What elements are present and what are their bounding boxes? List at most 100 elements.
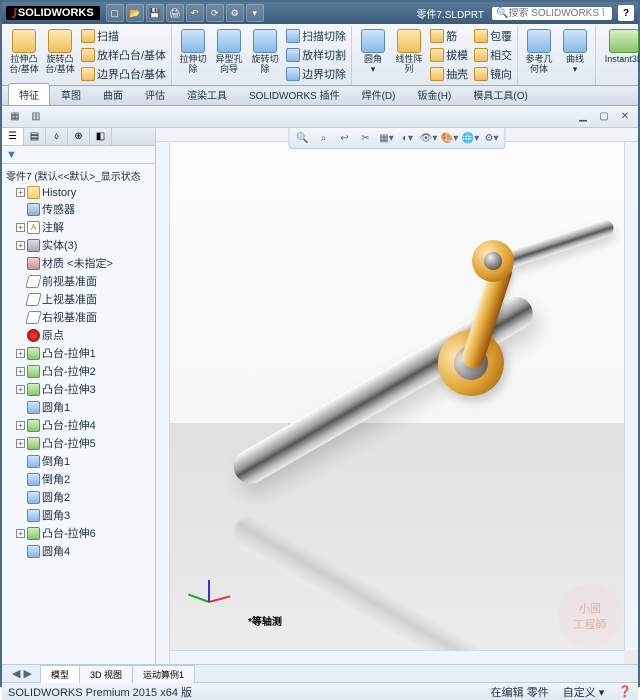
tree-filter[interactable]: ▼	[2, 146, 155, 164]
linear-pattern-button[interactable]: 线性阵列	[392, 27, 426, 75]
zoom-fit-icon[interactable]: 🔍	[294, 129, 312, 147]
tree-item[interactable]: +凸台-拉伸5	[4, 434, 153, 452]
view-toolbar-row: ▦ ▥ ▁ ▢ ✕	[2, 106, 638, 128]
tab-render[interactable]: 渲染工具	[176, 83, 238, 105]
tree-item[interactable]: 圆角2	[4, 488, 153, 506]
loft-cut-button[interactable]: 放样切割	[284, 46, 348, 64]
tab-sheetmetal[interactable]: 钣金(H)	[406, 83, 462, 105]
tree-item[interactable]: 上视基准面	[4, 290, 153, 308]
model-tab[interactable]: 模型	[40, 665, 80, 683]
intersect-button[interactable]: 相交	[472, 46, 514, 64]
view-orient-icon[interactable]: ▦▾	[378, 129, 396, 147]
tree-item[interactable]: 传感器	[4, 200, 153, 218]
save-icon[interactable]: 💾	[146, 4, 164, 22]
display-tab[interactable]: ◧	[90, 128, 112, 145]
tree-root[interactable]: 零件7 (默认<<默认>_显示状态	[4, 166, 153, 185]
display-style-icon[interactable]: ◐▾	[399, 129, 417, 147]
extrude-cut-button[interactable]: 拉伸切除	[176, 27, 210, 75]
tab-surface[interactable]: 曲面	[92, 83, 134, 105]
tree-item[interactable]: 右视基准面	[4, 308, 153, 326]
hole-wizard-button[interactable]: 异型孔向导	[212, 27, 246, 75]
hide-show-icon[interactable]: 👁▾	[420, 129, 438, 147]
boundary-cut-button[interactable]: 边界切除	[284, 65, 348, 83]
window-max-icon[interactable]: ▢	[595, 108, 613, 126]
search-box[interactable]: 🔍	[492, 7, 612, 20]
tree-item[interactable]: +凸台-拉伸2	[4, 362, 153, 380]
fillet-button[interactable]: 圆角▾	[356, 27, 390, 75]
tree-item[interactable]: +凸台-拉伸1	[4, 344, 153, 362]
feature-manager-panel: ☰ ▤ ⬨ ⊕ ◧ ▼ 零件7 (默认<<默认>_显示状态 +History传感…	[2, 128, 156, 664]
tree-item[interactable]: 倒角1	[4, 452, 153, 470]
zoom-area-icon[interactable]: ⌕	[315, 129, 333, 147]
shell-button[interactable]: 抽壳	[428, 65, 470, 83]
revolve-cut-button[interactable]: 旋转切除	[248, 27, 282, 75]
tab-moldtools[interactable]: 模具工具(O)	[462, 83, 538, 105]
tree-item[interactable]: +实体(3)	[4, 236, 153, 254]
tree-item[interactable]: 圆角1	[4, 398, 153, 416]
status-custom[interactable]: 自定义 ▾	[563, 684, 605, 700]
tab-sketch[interactable]: 草图	[50, 83, 92, 105]
rebuild-icon[interactable]: ⟳	[206, 4, 224, 22]
appearance-icon[interactable]: 🎨▾	[441, 129, 459, 147]
funnel-icon: ▼	[6, 149, 17, 161]
boundary-button[interactable]: 边界凸台/基体	[79, 65, 168, 83]
tab-weldments[interactable]: 焊件(D)	[351, 83, 407, 105]
instant3d-button[interactable]: Instant3D	[600, 27, 640, 65]
motion-tab[interactable]: 运动算例1	[132, 665, 195, 683]
dropdown-icon[interactable]: ▾	[246, 4, 264, 22]
tree-item[interactable]: 倒角2	[4, 470, 153, 488]
window-min-icon[interactable]: ▁	[574, 108, 592, 126]
help-button[interactable]: ?	[618, 5, 634, 21]
prev-view-icon[interactable]: ↩	[336, 129, 354, 147]
open-icon[interactable]: 📂	[126, 4, 144, 22]
reference-geom-button[interactable]: 参考几何体	[522, 27, 556, 75]
new-icon[interactable]: ▢	[106, 4, 124, 22]
wrap-button[interactable]: 包覆	[472, 27, 514, 45]
draft-button[interactable]: 拔模	[428, 46, 470, 64]
rib-button[interactable]: 筋	[428, 27, 470, 45]
tree-item[interactable]: 圆角4	[4, 542, 153, 560]
layout-icon[interactable]: ▦	[6, 108, 24, 126]
curves-button[interactable]: 曲线▾	[558, 27, 592, 75]
tree-item[interactable]: 前视基准面	[4, 272, 153, 290]
window-close-icon[interactable]: ✕	[616, 108, 634, 126]
z-axis-icon	[208, 580, 210, 602]
section-view-icon[interactable]: ✂	[357, 129, 375, 147]
tab-addins[interactable]: SOLIDWORKS 插件	[238, 83, 351, 105]
options-icon[interactable]: ⚙	[226, 4, 244, 22]
revolve-boss-button[interactable]: 旋转凸台/基体	[43, 27, 77, 75]
layout2-icon[interactable]: ▥	[27, 108, 45, 126]
tree-item[interactable]: +History	[4, 185, 153, 200]
tree-item[interactable]: 圆角3	[4, 506, 153, 524]
ruler-left	[156, 142, 170, 664]
tree-item[interactable]: +凸台-拉伸4	[4, 416, 153, 434]
search-input[interactable]	[508, 8, 604, 19]
tree-item[interactable]: +A注解	[4, 218, 153, 236]
tree-item[interactable]: +凸台-拉伸6	[4, 524, 153, 542]
view-settings-icon[interactable]: ⚙▾	[483, 129, 501, 147]
mirror-button[interactable]: 镜向	[472, 65, 514, 83]
tab-evaluate[interactable]: 评估	[134, 83, 176, 105]
feature-tree[interactable]: 零件7 (默认<<默认>_显示状态 +History传感器+A注解+实体(3)材…	[2, 164, 155, 664]
3dview-tab[interactable]: 3D 视图	[79, 665, 133, 683]
config-tab[interactable]: ⬨	[46, 128, 68, 145]
tree-item[interactable]: 原点	[4, 326, 153, 344]
print-icon[interactable]: 🖨	[166, 4, 184, 22]
tree-item[interactable]: 材质 <未指定>	[4, 254, 153, 272]
undo-icon[interactable]: ↶	[186, 4, 204, 22]
horizontal-scrollbar[interactable]	[170, 650, 624, 664]
scene-icon[interactable]: 🌐▾	[462, 129, 480, 147]
dimx-tab[interactable]: ⊕	[68, 128, 90, 145]
sweep-button[interactable]: 扫描	[79, 27, 168, 45]
vertical-scrollbar[interactable]	[624, 142, 638, 650]
graphics-viewport[interactable]: 🔍 ⌕ ↩ ✂ ▦▾ ◐▾ 👁▾ 🎨▾ 🌐▾ ⚙▾ *等轴测 小國工程師	[156, 128, 638, 664]
sweep-cut-button[interactable]: 扫描切除	[284, 27, 348, 45]
extrude-boss-button[interactable]: 拉伸凸台/基体	[7, 27, 41, 75]
x-axis-icon	[209, 595, 231, 603]
property-tab[interactable]: ▤	[24, 128, 46, 145]
tab-features[interactable]: 特征	[8, 83, 50, 105]
loft-button[interactable]: 放样凸台/基体	[79, 46, 168, 64]
feature-tree-tab[interactable]: ☰	[2, 128, 24, 145]
tree-item[interactable]: +凸台-拉伸3	[4, 380, 153, 398]
coordinate-triad[interactable]	[184, 576, 234, 626]
